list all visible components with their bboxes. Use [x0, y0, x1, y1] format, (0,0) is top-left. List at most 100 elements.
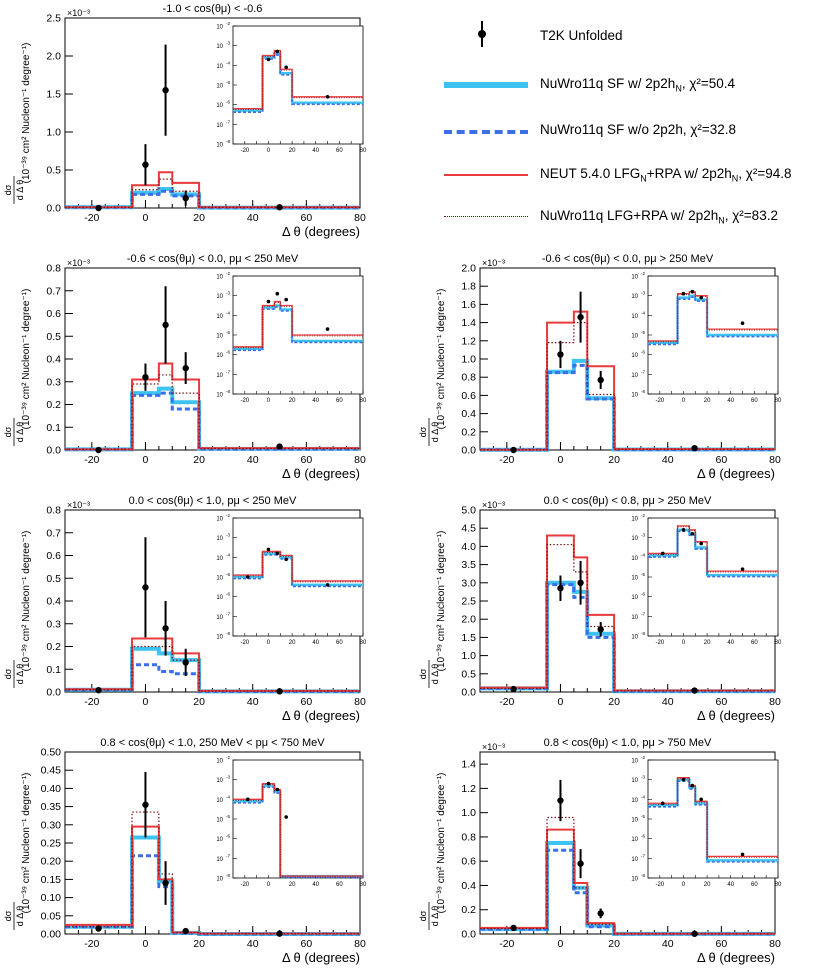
y-multiplier: ×10⁻³ [67, 8, 90, 18]
inset-x-label: -20 [240, 148, 249, 154]
panel-p6: 0.8 < cos(θμ) < 1.0, 250 MeV < pμ < 750 … [3, 737, 367, 965]
inset-data-point [690, 531, 695, 536]
inset-y-exp: -8 [641, 631, 645, 636]
hist-sfno [65, 663, 360, 694]
inset-x-label: 80 [360, 640, 367, 646]
inset-y-label: 10 [216, 294, 223, 300]
data-point [276, 688, 283, 695]
y-tick-label: 0.8 [461, 831, 476, 843]
inset-y-label: 10 [216, 818, 223, 824]
inset-y-exp: -6 [226, 592, 230, 597]
data-point [557, 797, 564, 804]
y-tick-label: 0.05 [41, 910, 62, 922]
inset-data-point [266, 781, 271, 786]
inset-x-label: 80 [775, 398, 782, 404]
x-tick-label: 60 [716, 938, 728, 950]
y-tick-label: 0.0 [46, 203, 61, 215]
data-point [95, 204, 102, 212]
data-point [691, 930, 698, 937]
legend-entry-sfno: NuWro11q SF w/o 2p2h, χ²=32.8 [440, 118, 820, 146]
inset-y-exp: -5 [226, 80, 230, 85]
y-axis-label: (10⁻³⁹ cm² Nucleon⁻¹ degree⁻¹) [436, 531, 447, 672]
y-axis-label: (10⁻³⁹ cm² Nucleon⁻¹ degree⁻¹) [436, 773, 447, 914]
inset-x-label: 40 [312, 882, 319, 888]
x-axis-label: Δ θ (degrees) [697, 466, 775, 481]
inset-frame [232, 759, 364, 879]
x-tick-label: 80 [354, 938, 366, 950]
inset-y-label: 10 [631, 393, 638, 399]
x-tick-label: 40 [662, 938, 674, 950]
inset-y-label: 10 [216, 123, 223, 129]
data-point [162, 625, 169, 632]
inset-y-label: 10 [631, 556, 638, 562]
x-tick-label: 80 [769, 696, 781, 708]
y-tick-label: 0.7 [46, 527, 61, 539]
inset-x-label: 40 [312, 640, 319, 646]
x-tick-label: 80 [769, 454, 781, 466]
y-tick-label: 1.8 [461, 281, 476, 293]
inset-y-exp: -4 [226, 60, 230, 65]
inset-y-exp: -8 [226, 139, 230, 144]
inset-x-label: 40 [312, 398, 319, 404]
y-tick-label: 0.20 [41, 856, 62, 868]
inset-data-point [275, 551, 280, 556]
inset-x-label: 80 [360, 882, 367, 888]
data-point [95, 686, 102, 694]
legend-neut-swatch [444, 174, 528, 176]
x-axis-label: Δ θ (degrees) [697, 950, 775, 965]
x-tick-label: 80 [354, 454, 366, 466]
legend-sf-label: NuWro11q SF w/ 2p2hN, χ²=50.4 [540, 76, 736, 94]
y-tick-label: 4.5 [461, 523, 476, 535]
inset-data-point [275, 291, 280, 296]
inset-y-label: 10 [216, 635, 223, 641]
inset-data-point [660, 551, 665, 556]
inset-y-exp: -3 [226, 533, 230, 538]
inset-y-label: 10 [631, 635, 638, 641]
inset-hist-neut [648, 525, 778, 572]
y-axis-label: (10⁻³⁹ cm² Nucleon⁻¹ degree⁻¹) [436, 289, 447, 430]
y-tick-label: 0.0 [461, 687, 476, 699]
y-tick-label: 0.8 [46, 263, 61, 275]
plot-title: 0.0 < cos(θμ) < 0.8, pμ > 250 MeV [544, 495, 712, 507]
y-frac-num: dσ [3, 426, 13, 437]
inset-y-exp: -8 [226, 631, 230, 636]
x-tick-label: -20 [84, 212, 99, 224]
inset-y-exp: -6 [226, 834, 230, 839]
x-tick-label: -20 [499, 938, 514, 950]
y-tick-label: 0.15 [41, 874, 62, 886]
y-frac-num: dσ [3, 910, 13, 921]
y-tick-label: 0.5 [461, 668, 476, 680]
inset-y-label: 10 [631, 615, 638, 621]
y-axis-label-group: (10⁻³⁹ cm² Nucleon⁻¹ degree⁻¹) [436, 773, 447, 914]
inset-y-label: 10 [216, 595, 223, 601]
inset-y-label: 10 [216, 84, 223, 90]
y-tick-label: 1.2 [461, 783, 476, 795]
y-axis-label-group: (10⁻³⁹ cm² Nucleon⁻¹ degree⁻¹) [436, 531, 447, 672]
y-frac-den: d Δ θ [430, 906, 440, 927]
inset-frame [647, 759, 779, 879]
inset-x-label: 60 [336, 148, 343, 154]
inset-y-label: 10 [631, 353, 638, 359]
y-frac-num: dσ [418, 668, 428, 679]
inset-y-label: 10 [631, 818, 638, 824]
inset-y-exp: -3 [226, 775, 230, 780]
inset-y-exp: -2 [641, 755, 645, 760]
inset-y-exp: -4 [226, 794, 230, 799]
y-tick-label: 1.0 [461, 807, 476, 819]
inset-y-label: 10 [216, 373, 223, 379]
x-tick-label: 20 [608, 696, 620, 708]
panel-p4: 0.0 < cos(θμ) < 1.0, pμ < 250 MeV ×10⁻³ 0.… [3, 495, 367, 723]
inset-y-exp: -2 [226, 21, 230, 26]
legend-entry-sf: NuWro11q SF w/ 2p2hN, χ²=50.4 [440, 72, 820, 100]
x-tick-label: 0 [558, 938, 564, 950]
inset-y-exp: -7 [641, 853, 645, 858]
inset-x-label: 40 [727, 640, 734, 646]
y-tick-label: 1.6 [461, 299, 476, 311]
inset-y-label: 10 [216, 334, 223, 340]
y-tick-label: 1.4 [461, 317, 476, 329]
panel-p3: -0.6 < cos(θμ) < 0.0, pμ > 250 MeV ×10⁻³ 0… [418, 253, 782, 481]
inset-x-label: 20 [289, 398, 296, 404]
inset-p1: 10-210-310-410-510-610-710-8-20 0 20 40 60 80 [216, 21, 367, 154]
y-tick-label: 0.6 [46, 308, 61, 320]
